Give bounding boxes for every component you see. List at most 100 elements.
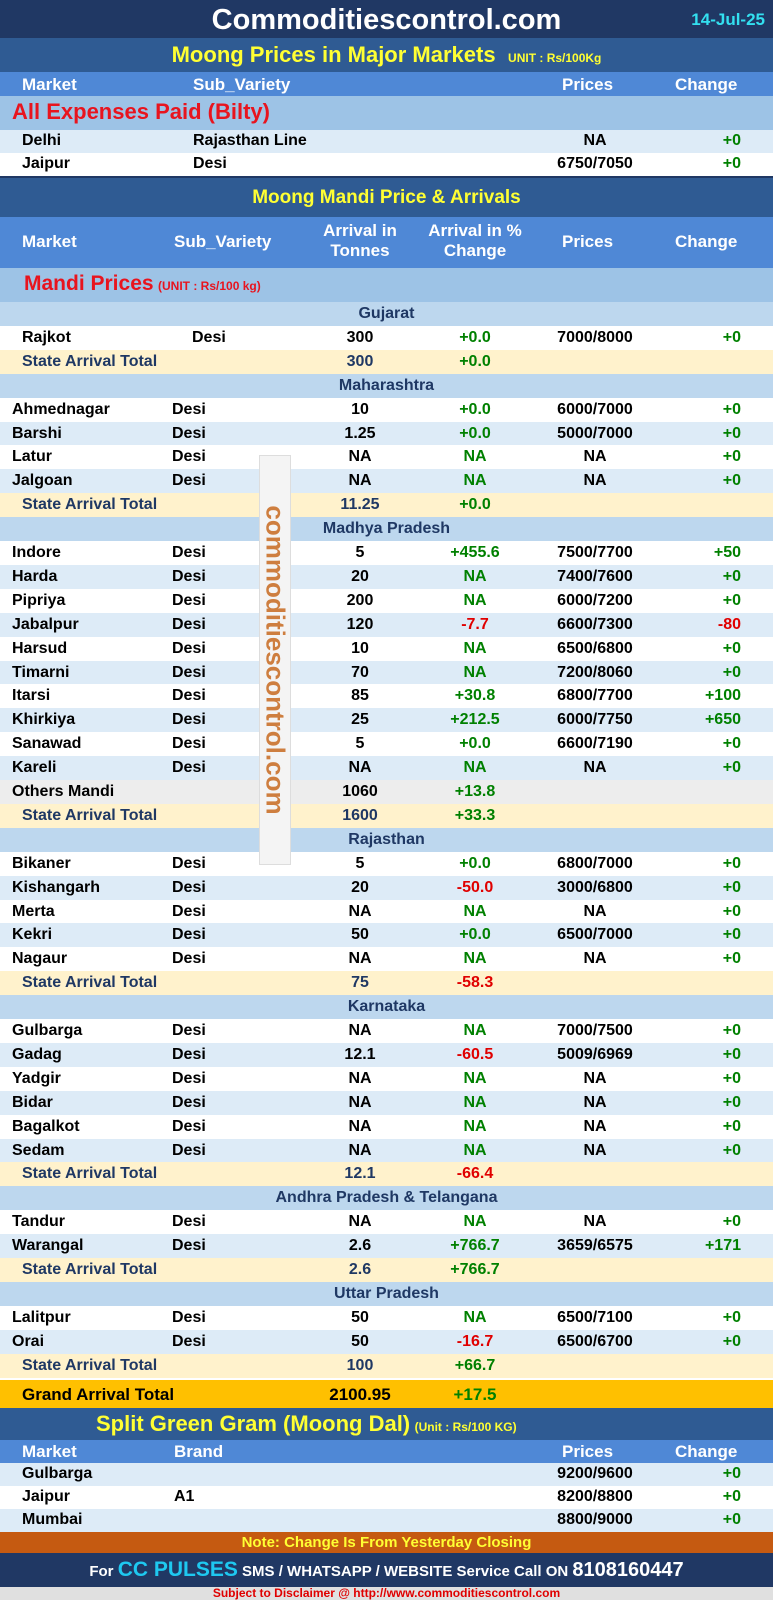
mandi-header: Moong Mandi Price & Arrivals	[0, 176, 773, 217]
market-name: State Arrival Total	[22, 974, 158, 992]
market-name: Jaipur	[22, 155, 71, 172]
state-arrival-total: State Arrival Total 1600 +33.3	[0, 803, 773, 828]
arrival-pct: -50.0	[456, 878, 494, 896]
price: 7000/8000	[557, 328, 633, 346]
price: NA	[583, 902, 607, 920]
table-row: Kareli Desi NA NA NA +0	[0, 756, 773, 781]
arrival: 50	[351, 1308, 369, 1326]
sub-variety: Desi	[172, 424, 206, 442]
change: +0	[722, 1332, 741, 1350]
change: +100	[704, 687, 741, 705]
arrival: NA	[348, 1213, 372, 1231]
change: +0	[722, 472, 741, 490]
col-prices: Prices	[562, 75, 614, 94]
phone-number[interactable]: 8108160447	[572, 1559, 684, 1581]
table-row: Ahmednagar Desi 10 +0.0 6000/7000 +0	[0, 397, 773, 422]
sub-variety: Desi	[172, 448, 206, 466]
sub-variety: Desi	[172, 950, 206, 968]
arrival: 5	[355, 854, 365, 872]
disclaimer[interactable]: Subject to Disclaimer @ http://www.commo…	[0, 1587, 773, 1600]
table-row: Others Mandi 1060 +13.8	[0, 780, 773, 804]
change: +0	[722, 663, 741, 681]
arrival: 10	[351, 639, 369, 657]
grand-pct: +17.5	[453, 1385, 497, 1404]
arrival: 1.25	[344, 424, 376, 442]
price: 9200/9600	[557, 1465, 633, 1482]
arrival: NA	[348, 950, 372, 968]
table-row: Merta Desi NA NA NA +0	[0, 899, 773, 924]
market-name: Barshi	[12, 424, 62, 442]
arrival-pct: +0.0	[459, 328, 491, 346]
market-name: State Arrival Total	[22, 1261, 158, 1278]
state-name: Karnataka	[347, 998, 426, 1016]
change: +0	[722, 902, 741, 920]
market-name: Sedam	[12, 1141, 65, 1159]
table-row: Bikaner Desi 5 +0.0 6800/7000 +0	[0, 851, 773, 876]
change: +0	[722, 735, 741, 753]
market-name: Harda	[12, 567, 58, 585]
arrival: 120	[346, 615, 374, 633]
arrival: 12.1	[344, 1045, 376, 1063]
arrival: 20	[351, 878, 369, 896]
arrival: 2.6	[348, 1237, 372, 1255]
price: NA	[583, 448, 607, 466]
arrival: 1060	[342, 783, 378, 800]
change: +0	[722, 328, 741, 346]
table-row: Harda Desi 20 NA 7400/7600 +0	[0, 564, 773, 589]
market-name: Itarsi	[12, 687, 51, 705]
arrival-pct: +212.5	[450, 711, 500, 729]
change: +0	[722, 132, 741, 149]
table-row: Pipriya Desi 200 NA 6000/7200 +0	[0, 588, 773, 613]
market-name: State Arrival Total	[22, 806, 158, 824]
sub-variety: Desi	[172, 639, 206, 657]
change: +0	[722, 424, 741, 442]
market-name: Kareli	[12, 759, 57, 777]
sub-variety: Desi	[172, 687, 206, 705]
sub-variety: Desi	[192, 328, 226, 346]
arrival: 100	[346, 1356, 374, 1374]
table-row: Gadag Desi 12.1 -60.5 5009/6969 +0	[0, 1042, 773, 1067]
watermark-logo: commoditiescontrol.com	[259, 455, 291, 865]
arrival: NA	[348, 902, 372, 920]
table-row: Gulbarga 9200/9600 +0	[0, 1463, 773, 1486]
price: 7400/7600	[557, 567, 633, 585]
market-name: Jabalpur	[12, 615, 79, 633]
sub-variety: Desi	[172, 567, 206, 585]
change: -80	[717, 615, 741, 633]
market-name: Lalitpur	[12, 1308, 71, 1326]
change: +0	[722, 1141, 741, 1159]
col-change: Change	[675, 232, 738, 251]
arrival: 50	[351, 926, 369, 944]
arrival-pct: +0.0	[459, 424, 491, 442]
price: NA	[583, 1093, 607, 1111]
table-row: Delhi Rajasthan Line NA +0	[0, 130, 773, 153]
price: NA	[583, 1213, 607, 1231]
arrival: NA	[348, 1093, 372, 1111]
arrival: NA	[348, 1117, 372, 1135]
state-header: Karnataka	[0, 995, 773, 1020]
arrival: 1600	[342, 806, 378, 824]
table-row: Lalitpur Desi 50 NA 6500/7100 +0	[0, 1305, 773, 1330]
arrival-pct: +766.7	[450, 1237, 500, 1255]
grand-label: Grand Arrival Total	[22, 1385, 175, 1404]
arrival-pct: NA	[463, 1069, 487, 1087]
arrival-pct: +0.0	[459, 352, 491, 370]
price: 8800/9000	[557, 1511, 633, 1528]
sub-variety: Desi	[172, 1213, 206, 1231]
change: +0	[722, 1308, 741, 1326]
col-change: Change	[675, 1442, 738, 1461]
market-name: State Arrival Total	[22, 1356, 158, 1374]
table-row: Tandur Desi NA NA NA +0	[0, 1210, 773, 1235]
price: NA	[583, 759, 607, 777]
change: +0	[722, 854, 741, 872]
mandi-col-header: Market Sub_Variety Arrival in Tonnes Arr…	[0, 217, 773, 268]
table-row: Gulbarga Desi NA NA 7000/7500 +0	[0, 1019, 773, 1043]
change: +50	[713, 544, 741, 561]
arrival-pct: NA	[463, 1308, 487, 1326]
dal-header: Split Green Gram (Moong Dal) (Unit : Rs/…	[0, 1408, 773, 1440]
sub-variety: Desi	[172, 926, 206, 944]
col-prices: Prices	[562, 1442, 614, 1461]
dal-title: Split Green Gram (Moong Dal)	[96, 1411, 411, 1436]
sub-variety: Desi	[172, 544, 206, 561]
sub-variety: Desi	[172, 400, 206, 418]
